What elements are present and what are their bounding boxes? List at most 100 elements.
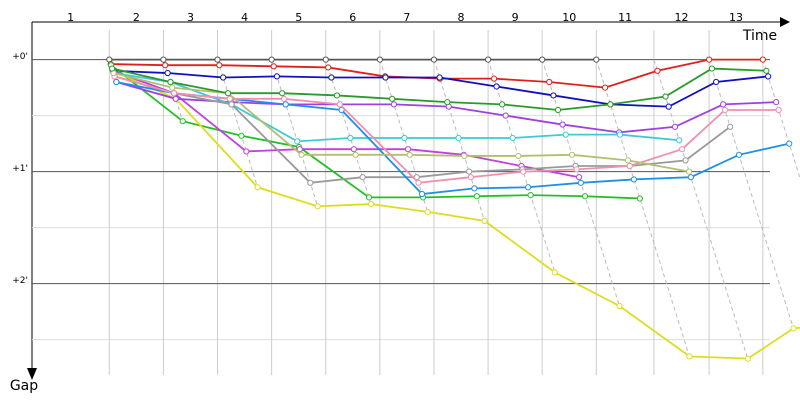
lap-point <box>721 106 729 114</box>
lap-point <box>471 185 478 192</box>
lap-point <box>763 67 770 74</box>
x-axis-arrow <box>780 17 790 27</box>
lap-point <box>759 56 766 63</box>
lap-point <box>461 152 468 160</box>
lap-label: 4 <box>241 11 248 24</box>
lap-point <box>367 200 375 208</box>
x-axis-label: Time <box>742 28 777 44</box>
lap-point <box>294 138 301 145</box>
lap-point <box>216 62 223 69</box>
lap-label: 12 <box>675 11 689 24</box>
lap-point <box>786 140 793 147</box>
lap-point <box>744 355 751 362</box>
lap-label: 5 <box>295 11 302 24</box>
lap-label: 3 <box>187 11 194 24</box>
lap-point <box>243 148 250 155</box>
lap-point <box>765 73 772 80</box>
lap-point <box>401 134 408 142</box>
lap-point <box>282 101 289 108</box>
lap-point <box>687 174 694 181</box>
lap-point <box>484 56 492 63</box>
lap-point <box>336 101 343 108</box>
lap-point <box>160 56 167 63</box>
lap-point <box>706 56 713 63</box>
lap-point <box>179 118 186 125</box>
lap-point <box>167 78 174 86</box>
y-tick-label: +1' <box>12 164 28 174</box>
lap-point <box>164 69 171 77</box>
lap-point <box>352 151 359 158</box>
lap-point <box>708 65 716 72</box>
lap-point <box>254 184 261 191</box>
lap-point <box>162 62 169 69</box>
lap-point <box>546 78 553 86</box>
lap-point <box>455 134 462 142</box>
lap-point <box>626 162 633 170</box>
lap-point <box>527 192 534 199</box>
lap-point <box>573 166 580 173</box>
lap-point <box>713 78 720 86</box>
lap-point <box>172 95 179 102</box>
lap-point <box>214 56 221 63</box>
lap-connector <box>595 59 690 357</box>
lap-point <box>481 217 488 224</box>
lap-point <box>654 67 661 74</box>
lap-point <box>665 103 672 110</box>
lap-point <box>515 152 522 160</box>
lap-point <box>616 302 623 310</box>
series-line <box>114 75 731 184</box>
lap-point <box>376 56 383 63</box>
lap-point <box>502 112 509 119</box>
lap-point <box>268 56 275 63</box>
lap-connector <box>708 59 794 329</box>
lap-point <box>662 93 669 100</box>
lap-point <box>686 353 693 360</box>
lap-point <box>467 174 474 181</box>
lap-point <box>509 134 516 142</box>
lap-point <box>554 106 562 114</box>
lap-point <box>550 92 557 99</box>
lap-point <box>490 75 498 82</box>
lap-point <box>678 146 686 153</box>
lap-label: 10 <box>562 11 576 24</box>
lap-point <box>270 63 277 70</box>
lap-point <box>624 157 632 164</box>
lap-point <box>220 74 227 81</box>
lap-point <box>359 174 366 181</box>
lap-point <box>170 90 178 97</box>
lap-point <box>307 179 314 186</box>
lap-point <box>382 74 389 81</box>
lap-point <box>298 151 305 158</box>
lap-point <box>775 106 782 114</box>
series-line <box>110 64 640 200</box>
lap-point <box>325 64 332 71</box>
lap-point <box>406 151 413 158</box>
lap-point <box>347 134 354 142</box>
lap-label: 7 <box>403 11 410 24</box>
lap-point <box>525 184 532 191</box>
lap-label: 8 <box>458 11 465 24</box>
lap-point <box>735 151 743 158</box>
lap-point <box>424 208 431 216</box>
lap-point <box>568 151 576 158</box>
lap-point <box>224 90 232 97</box>
lap-point <box>350 146 357 153</box>
lap-point <box>727 123 734 130</box>
y-axis-label: Gap <box>10 378 38 394</box>
lap-point <box>790 325 797 332</box>
lap-point <box>562 131 569 138</box>
lap-point <box>593 56 600 63</box>
lap-point <box>365 194 373 201</box>
lap-point <box>238 132 245 139</box>
lap-point <box>404 146 412 153</box>
y-tick-label: +0' <box>12 52 28 62</box>
lap-point <box>520 168 527 175</box>
lap-label: 11 <box>618 11 632 24</box>
lap-point <box>551 269 558 276</box>
lap-point <box>466 168 473 175</box>
lap-point <box>616 131 623 138</box>
lap-point <box>773 99 780 106</box>
lap-point <box>676 137 683 144</box>
lap-label: 9 <box>512 11 519 24</box>
series-line <box>110 58 763 89</box>
